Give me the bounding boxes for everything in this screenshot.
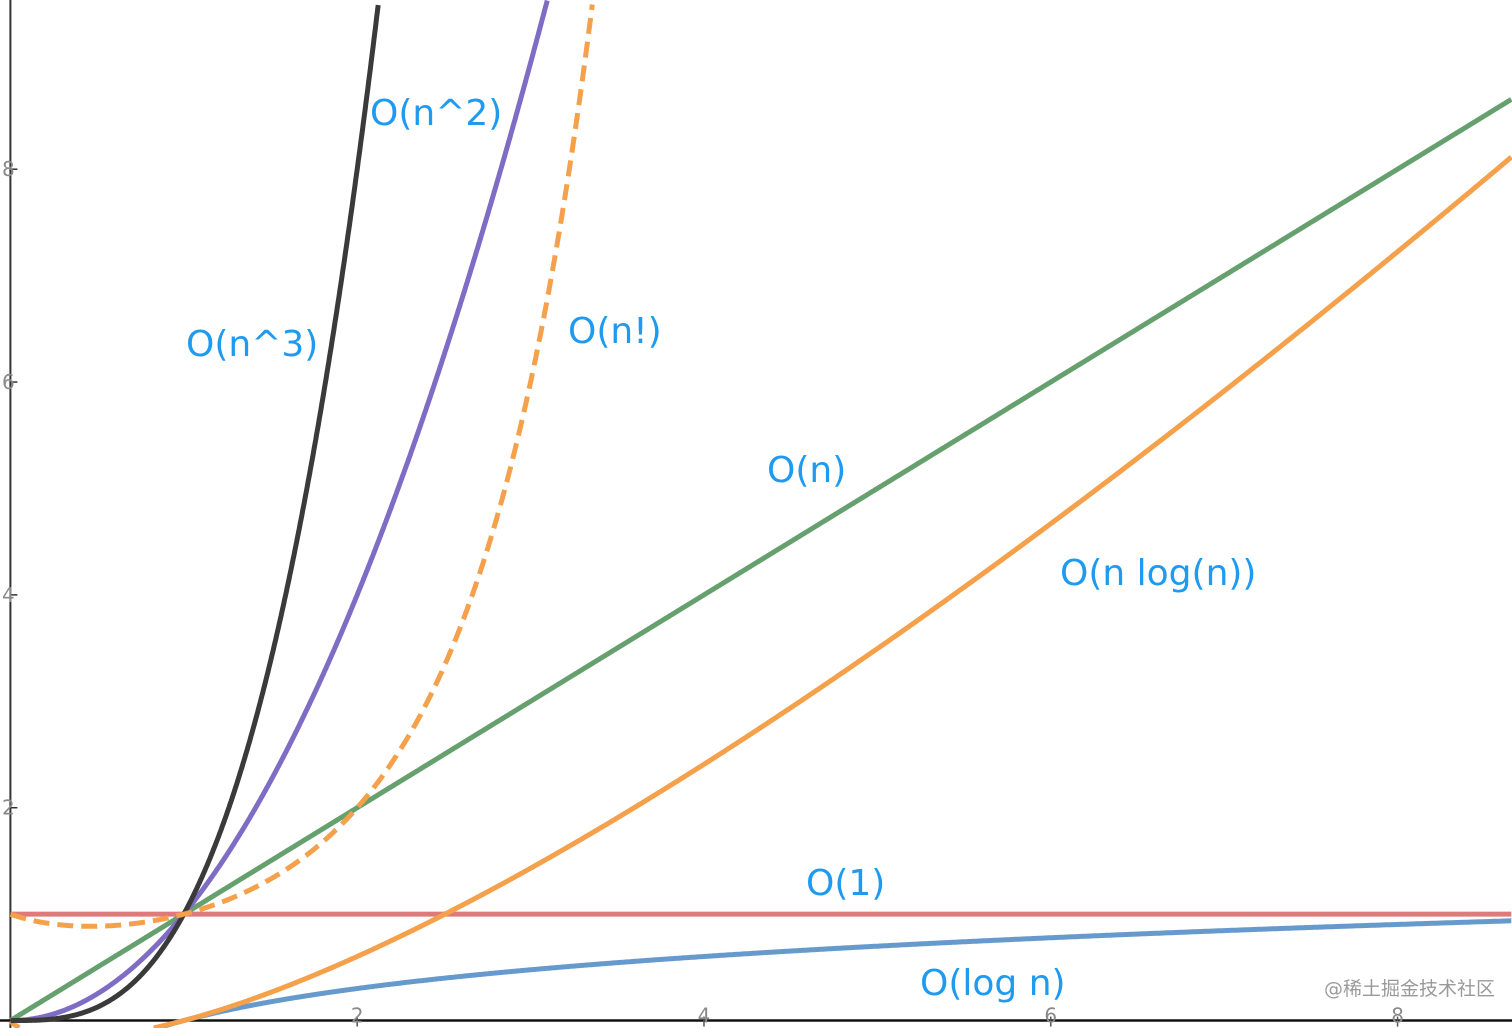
series-line-o-log-n- xyxy=(158,918,1512,1028)
x-tick-label: 4 xyxy=(698,1004,711,1028)
series-line-o-n-3- xyxy=(10,4,381,1024)
series-label: O(n) xyxy=(767,450,846,491)
series-line-o-n-2- xyxy=(10,0,550,1024)
series-label: O(n log(n)) xyxy=(1060,553,1256,594)
x-tick-label: 6 xyxy=(1044,1004,1057,1028)
x-tick-label: 2 xyxy=(351,1004,364,1028)
y-tick-label: 4 xyxy=(2,583,15,607)
y-tick-label: 2 xyxy=(2,796,15,820)
series-line-o-n- xyxy=(9,4,595,929)
y-tick-label: 8 xyxy=(2,157,15,181)
series-label: O(1) xyxy=(806,863,885,904)
y-tick-label: 6 xyxy=(2,370,15,394)
series-label: O(n^2) xyxy=(370,93,502,134)
watermark: @稀土掘金技术社区 xyxy=(1324,978,1496,1000)
series-label: O(log n) xyxy=(920,963,1066,1004)
x-tick-label: 8 xyxy=(1391,1004,1404,1028)
series-label: O(n!) xyxy=(568,311,662,352)
series-line-o-n- xyxy=(9,97,1512,1023)
series-label: O(n^3) xyxy=(186,324,318,365)
